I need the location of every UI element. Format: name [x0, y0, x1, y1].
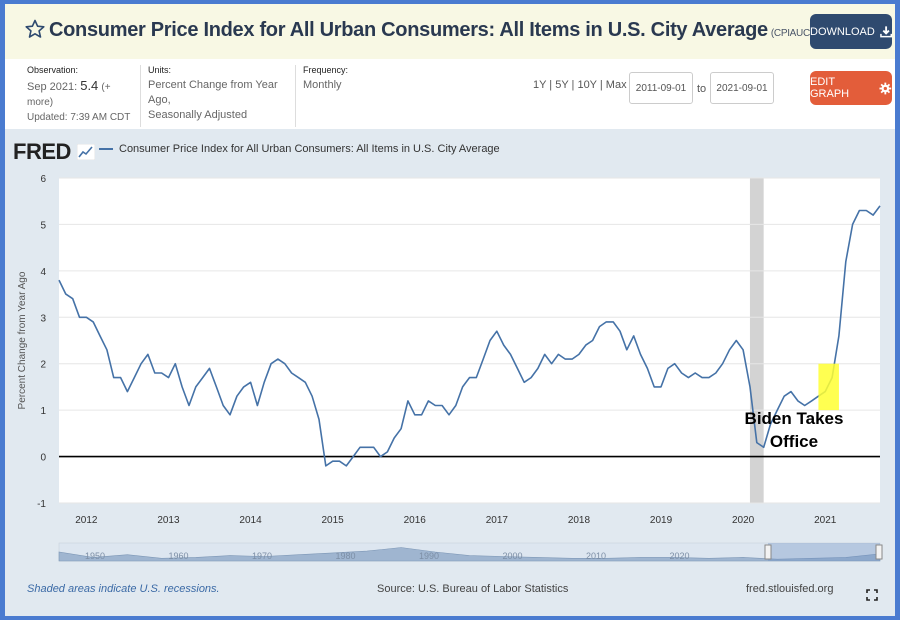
y-tick-label: 1	[40, 406, 46, 417]
meta-divider	[140, 65, 141, 127]
y-tick-label: 0	[40, 453, 46, 464]
observation-line: Sep 2021: 5.4 (+ more)	[27, 78, 137, 110]
recession-note: Shaded areas indicate U.S. recessions.	[27, 583, 220, 595]
navigator-selection	[768, 543, 880, 561]
header-bar: Consumer Price Index for All Urban Consu…	[5, 4, 895, 59]
graph-panel: FRED Consumer Price Index for All Urban …	[5, 129, 895, 616]
y-tick-label: 5	[40, 220, 46, 231]
x-tick-label: 2021	[814, 515, 837, 526]
page-title-text: Consumer Price Index for All Urban Consu…	[49, 19, 768, 41]
source-note: Source: U.S. Bureau of Labor Statistics	[377, 583, 569, 595]
highlight-box	[818, 363, 839, 411]
units-label: Units:	[148, 65, 172, 75]
y-tick-label: 3	[40, 313, 46, 324]
legend-swatch	[99, 148, 113, 150]
edit-graph-label: EDIT GRAPH	[810, 76, 850, 100]
updated-time: Updated: 7:39 AM CDT	[27, 112, 131, 123]
y-tick-label: 2	[40, 360, 46, 371]
download-label: DOWNLOAD	[810, 25, 875, 38]
navigator-area	[58, 547, 881, 562]
fullscreen-icon[interactable]	[866, 589, 878, 601]
navigator-label: 1970	[252, 551, 272, 561]
download-icon	[879, 26, 892, 38]
date-from-input[interactable]: 2011-09-01	[629, 72, 693, 104]
frequency-block: Frequency: Monthly	[303, 65, 383, 127]
x-tick-label: 2015	[322, 515, 345, 526]
y-axis-title: Percent Change from Year Ago	[17, 271, 28, 409]
frequency-label: Frequency:	[303, 65, 349, 75]
series-meta: Observation: Sep 2021: 5.4 (+ more) Upda…	[5, 59, 895, 129]
navigator-label: 1990	[419, 551, 439, 561]
x-tick-label: 2016	[404, 515, 427, 526]
series-line	[58, 205, 881, 467]
observation-more-link[interactable]: (+ more)	[27, 82, 111, 108]
x-tick-label: 2020	[732, 515, 755, 526]
navigator-handle-left	[764, 544, 772, 560]
date-to-input[interactable]: 2021-09-01	[710, 72, 774, 104]
frequency-value: Monthly	[303, 79, 342, 91]
cpi-chart[interactable]: -1 0 1 2 3 4 5 6 2012 2013 2014 2015 2016 2017 2018 20…	[5, 129, 895, 616]
page-title: Consumer Price Index for All Urban Consu…	[49, 19, 825, 42]
annotation-line-2: Office	[770, 432, 818, 451]
y-tick-label: 4	[40, 267, 46, 278]
x-tick-label: 2012	[75, 515, 98, 526]
navigator-handle-right	[875, 544, 883, 560]
observation-block: Observation: Sep 2021: 5.4 (+ more) Upda…	[27, 65, 137, 127]
navigator-label: 2010	[586, 551, 606, 561]
observation-date: Sep 2021:	[27, 81, 78, 93]
edit-graph-button[interactable]: EDIT GRAPH	[810, 71, 892, 105]
units-line-2: Seasonally Adjusted	[148, 109, 248, 121]
navigator-label: 1980	[335, 551, 355, 561]
units-line-1: Percent Change from Year Ago,	[148, 79, 278, 106]
y-tick-label: 6	[40, 174, 46, 185]
fred-frame: Consumer Price Index for All Urban Consu…	[5, 4, 895, 616]
download-button[interactable]: DOWNLOAD	[810, 14, 892, 49]
recession-shade	[749, 178, 764, 503]
x-tick-label: 2014	[239, 515, 262, 526]
chart-legend: Consumer Price Index for All Urban Consu…	[99, 143, 500, 155]
range-selector[interactable]: 1Y | 5Y | 10Y | Max	[533, 79, 627, 91]
fred-site-link[interactable]: fred.stlouisfed.org	[746, 583, 834, 595]
star-icon[interactable]	[25, 19, 45, 39]
navigator-label: 2000	[502, 551, 522, 561]
fred-logo-text: FRED	[13, 139, 71, 164]
legend-label: Consumer Price Index for All Urban Consu…	[119, 143, 500, 155]
navigator-label: 1950	[85, 551, 105, 561]
x-tick-label: 2018	[568, 515, 591, 526]
annotation-line-1: Biden Takes	[745, 409, 844, 428]
meta-divider	[295, 65, 296, 127]
navigator-label: 2020	[669, 551, 689, 561]
units-block: Units: Percent Change from Year Ago, Sea…	[148, 65, 298, 127]
fred-logo: FRED	[13, 139, 95, 165]
observation-label: Observation:	[27, 65, 79, 75]
y-tick-label: -1	[37, 499, 46, 510]
to-label: to	[697, 83, 707, 95]
series-id: (CPIAUCSL)	[770, 28, 825, 39]
x-tick-label: 2019	[650, 515, 673, 526]
observation-value: 5.4	[80, 78, 99, 93]
navigator-label: 1960	[168, 551, 188, 561]
gear-icon	[879, 82, 892, 94]
x-tick-label: 2013	[157, 515, 180, 526]
x-tick-label: 2017	[486, 515, 509, 526]
plot-area	[59, 178, 880, 503]
